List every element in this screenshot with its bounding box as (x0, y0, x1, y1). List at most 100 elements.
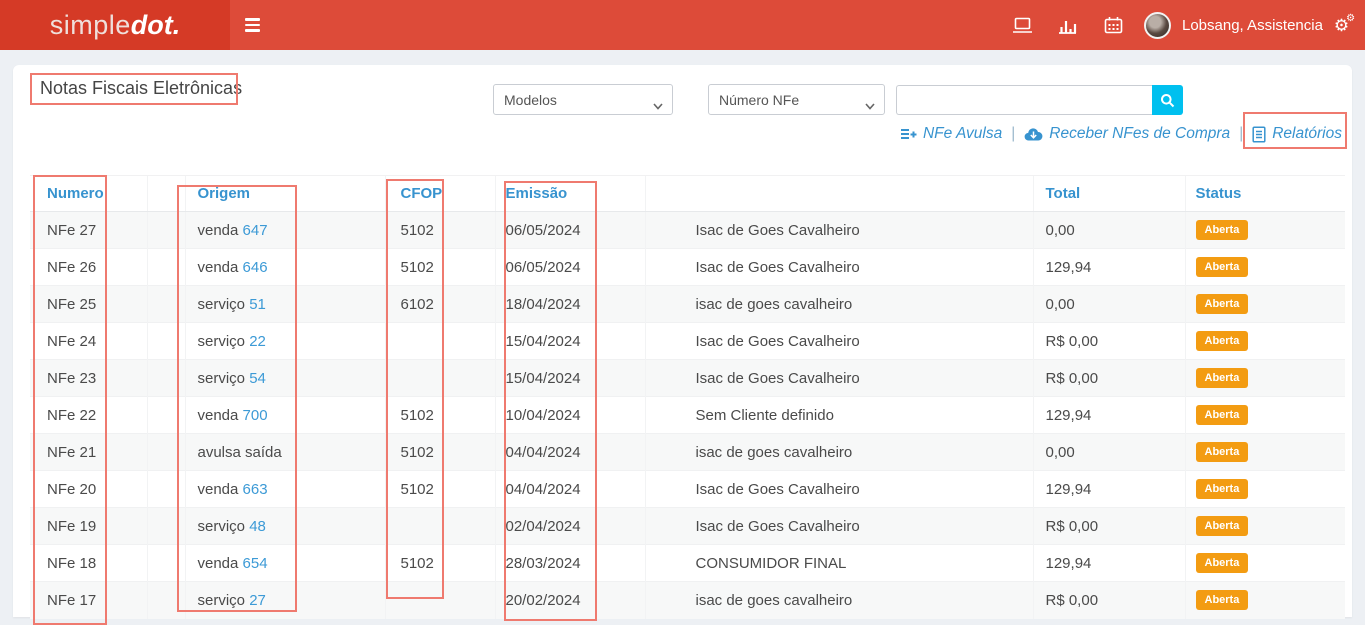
status-badge: Aberta (1195, 294, 1249, 314)
origem-type: serviço (197, 332, 246, 350)
column-header-cfop[interactable]: CFOP (384, 175, 495, 212)
table-row[interactable]: NFe 20 venda 663 5102 04/04/2024 Isac de Goe… (30, 470, 1345, 508)
logo-text-bold: dot. (130, 9, 181, 40)
column-header-status[interactable]: Status (1184, 175, 1345, 212)
search-icon (1160, 93, 1175, 108)
cell-origem: venda 654 (184, 544, 385, 582)
cell-total: R$ 0,00 (1032, 359, 1185, 397)
app-logo[interactable]: simple dot. (0, 0, 230, 50)
cell-emissao: 04/04/2024 (494, 433, 645, 471)
column-header-cliente (644, 175, 1033, 212)
cell-status: Aberta (1184, 581, 1345, 619)
numero-nfe-select-value: Número NFe (719, 91, 800, 108)
column-header-numero[interactable]: Numero (30, 175, 147, 212)
origem-number-link[interactable]: 654 (242, 554, 268, 572)
status-badge: Aberta (1195, 553, 1249, 573)
cogs-icon[interactable]: ⚙ ⚙ (1333, 13, 1356, 35)
origem-type: serviço (197, 591, 246, 609)
cell-total: 129,94 (1032, 248, 1185, 286)
cell-blank (146, 248, 185, 286)
table-row[interactable]: NFe 21 avulsa saída 5102 04/04/2024 isac de … (30, 433, 1345, 471)
actions-row: NFe Avulsa | Receber NFes de Compra | Relató… (900, 120, 1342, 148)
cell-status: Aberta (1184, 359, 1345, 397)
origem-number-link[interactable]: 663 (242, 480, 268, 498)
user-menu[interactable]: Lobsang, Assistencia (1144, 0, 1323, 50)
cell-origem: avulsa saída (184, 433, 385, 471)
calendar-icon[interactable] (1098, 0, 1128, 50)
laptop-icon[interactable] (1007, 0, 1037, 50)
cell-origem: serviço 51 (184, 285, 385, 323)
origem-type: venda (197, 480, 239, 498)
origem-number-link[interactable]: 700 (242, 406, 268, 424)
bar-chart-icon[interactable] (1052, 0, 1082, 50)
action-link-label: Receber NFes de Compra (1049, 125, 1231, 142)
table-row[interactable]: NFe 23 serviço 54 15/04/2024 Isac de Goes C… (30, 359, 1345, 397)
cell-status: Aberta (1184, 470, 1345, 508)
action-link-nfe-avulsa[interactable]: NFe Avulsa (900, 125, 1002, 143)
cell-blank (146, 359, 185, 397)
column-header-origem[interactable]: Origem (184, 175, 385, 212)
action-link-receber-nfes-de-compra[interactable]: Receber NFes de Compra (1024, 125, 1230, 143)
cell-numero: NFe 26 (30, 248, 147, 286)
cell-numero: NFe 19 (30, 507, 147, 545)
origem-number-link[interactable]: 646 (242, 258, 268, 276)
table-header-row: Numero Origem CFOP Emissão Total Status (30, 175, 1345, 212)
origem-type: serviço (197, 517, 246, 535)
column-header-total[interactable]: Total (1032, 175, 1185, 212)
table-row[interactable]: NFe 25 serviço 51 6102 18/04/2024 isac de go… (30, 285, 1345, 323)
origem-number-link[interactable]: 27 (249, 591, 266, 609)
table-row[interactable]: NFe 18 venda 654 5102 28/03/2024 CONSUMIDOR … (30, 544, 1345, 582)
modelos-select[interactable]: Modelos (493, 84, 673, 115)
origem-number-link[interactable]: 54 (249, 369, 266, 387)
cell-numero: NFe 20 (30, 470, 147, 508)
logo-text-light: simple (49, 9, 131, 40)
numero-nfe-select[interactable]: Número NFe (708, 84, 885, 115)
cell-blank (146, 285, 185, 323)
table-row[interactable]: NFe 19 serviço 48 02/04/2024 Isac de Goes C… (30, 507, 1345, 545)
cell-emissao: 06/05/2024 (494, 211, 645, 249)
search-button[interactable] (1152, 85, 1183, 115)
action-link-relat-rios[interactable]: Relatórios (1252, 125, 1342, 143)
cell-origem: serviço 27 (184, 581, 385, 619)
action-link-label: NFe Avulsa (922, 125, 1003, 142)
table-row[interactable]: NFe 17 serviço 27 20/02/2024 isac de goes c… (30, 581, 1345, 619)
cell-blank (146, 433, 185, 471)
cell-blank (146, 544, 185, 582)
origem-type: serviço (197, 369, 246, 387)
nfe-table: Numero Origem CFOP Emissão Total Status … (30, 175, 1345, 619)
origem-type: venda (197, 406, 239, 424)
table-row[interactable]: NFe 27 venda 647 5102 06/05/2024 Isac de Goe… (30, 211, 1345, 249)
cell-emissao: 06/05/2024 (494, 248, 645, 286)
cell-blank (146, 581, 185, 619)
search-input[interactable] (896, 85, 1152, 115)
chevron-down-icon (865, 97, 875, 113)
cell-origem: venda 647 (184, 211, 385, 249)
cell-total: R$ 0,00 (1032, 581, 1185, 619)
table-row[interactable]: NFe 24 serviço 22 15/04/2024 Isac de Goes C… (30, 322, 1345, 360)
origem-number-link[interactable]: 51 (249, 295, 266, 313)
cell-origem: serviço 48 (184, 507, 385, 545)
origem-number-link[interactable]: 22 (249, 332, 266, 350)
table-row[interactable]: NFe 22 venda 700 5102 10/04/2024 Sem Cliente… (30, 396, 1345, 434)
cell-cfop: 5102 (384, 433, 495, 471)
cell-cliente: Isac de Goes Cavalheiro (644, 322, 1033, 360)
status-badge: Aberta (1195, 257, 1249, 277)
cell-numero: NFe 21 (30, 433, 147, 471)
cell-cfop (384, 359, 495, 397)
cell-emissao: 18/04/2024 (494, 285, 645, 323)
top-navbar: simple dot. Lobsang, Assistencia ⚙ ⚙ (0, 0, 1365, 50)
status-badge: Aberta (1195, 442, 1249, 462)
cell-cliente: isac de goes cavalheiro (644, 581, 1033, 619)
origem-number-link[interactable]: 48 (249, 517, 266, 535)
cell-origem: serviço 22 (184, 322, 385, 360)
sidebar-toggle-button[interactable] (230, 0, 274, 50)
cell-cliente: Isac de Goes Cavalheiro (644, 211, 1033, 249)
table-row[interactable]: NFe 26 venda 646 5102 06/05/2024 Isac de Goe… (30, 248, 1345, 286)
cell-cfop: 5102 (384, 470, 495, 508)
origem-number-link[interactable]: 647 (242, 221, 268, 239)
cell-cliente: Isac de Goes Cavalheiro (644, 248, 1033, 286)
cell-total: 129,94 (1032, 396, 1185, 434)
column-header-emissao[interactable]: Emissão (494, 175, 645, 212)
cell-blank (146, 507, 185, 545)
action-link-label: Relatórios (1272, 125, 1342, 142)
